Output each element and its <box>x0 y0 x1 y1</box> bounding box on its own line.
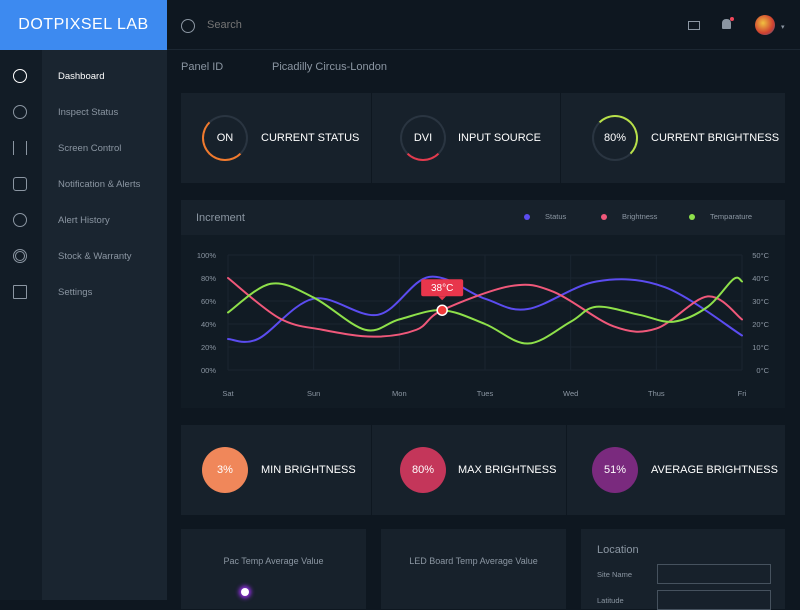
gauge-icon[interactable] <box>13 69 27 83</box>
brand-logo: DOTPIXSEL LAB <box>0 0 167 50</box>
x-tick-label: Mon <box>392 389 407 398</box>
max-brightness-label: MAX BRIGHTNESS <box>458 464 557 476</box>
tooltip-box <box>421 279 464 297</box>
tooltip-arrow <box>438 296 447 301</box>
location-card: Location Site Name Latitude <box>581 529 785 610</box>
search-input[interactable] <box>207 19 407 31</box>
notification-icon[interactable] <box>13 177 27 191</box>
mail-icon[interactable] <box>688 21 700 30</box>
y-tick-label: 80% <box>201 274 216 283</box>
legend-label: Temparature <box>710 212 753 221</box>
settings-icon[interactable] <box>13 285 27 299</box>
sidebar-item-screen-control[interactable]: Screen Control <box>58 143 122 154</box>
y-tick-label: 00% <box>201 366 216 375</box>
brightness-ring: 80% <box>592 115 638 161</box>
x-tick-label: Thus <box>648 389 665 398</box>
y-tick-label: 40% <box>201 320 216 329</box>
tooltip-text: 38°C <box>431 283 453 294</box>
x-tick-label: Fri <box>738 389 747 398</box>
pac-temp-card: Pac Temp Average Value <box>181 529 366 609</box>
history-icon[interactable] <box>13 213 27 227</box>
line-chart: Sat Sun Mon Tues Wed Thus Fri 100% 50°C 80% 40°C 60… <box>197 251 770 398</box>
y2-tick-label: 0°C <box>756 366 769 375</box>
series-line-temparature <box>227 276 743 345</box>
highlight-point <box>436 304 448 316</box>
chart-card: Increment Status Brightness Temparature Sa… <box>181 200 785 408</box>
min-brightness-dot: 3% <box>202 447 248 493</box>
panel-id-label: Panel ID <box>181 61 224 73</box>
legend-dot <box>601 213 607 220</box>
y2-tick-label: 10°C <box>752 343 769 352</box>
x-tick-label: Sun <box>307 389 320 398</box>
input-source-ring: DVI <box>400 115 446 161</box>
avatar[interactable] <box>755 15 775 35</box>
y2-tick-label: 50°C <box>752 251 769 260</box>
sidebar-item-stock-warranty[interactable]: Stock & Warranty <box>58 251 132 262</box>
legend-label: Status <box>545 212 567 221</box>
input-source-label: INPUT SOURCE <box>458 132 541 144</box>
legend-item[interactable]: Temparature <box>689 212 752 221</box>
chevron-down-icon[interactable]: ▾ <box>781 24 785 31</box>
avg-brightness-dot: 51% <box>592 447 638 493</box>
panel-id-value: Picadilly Circus-London <box>272 61 387 73</box>
status-label: CURRENT STATUS <box>261 132 360 144</box>
bell-icon[interactable] <box>722 17 734 29</box>
sidebar-item-alert-history[interactable]: Alert History <box>58 215 110 226</box>
legend-item[interactable]: Brightness <box>601 212 657 221</box>
legend-dot <box>689 213 695 220</box>
y-tick-label: 60% <box>201 297 216 306</box>
y2-tick-label: 30°C <box>752 297 769 306</box>
target-icon[interactable] <box>13 249 27 263</box>
pac-temp-title: Pac Temp Average Value <box>223 556 324 566</box>
legend-label: Brightness <box>622 212 658 221</box>
x-tick-label: Wed <box>563 389 578 398</box>
brightness-stats: 3% MIN BRIGHTNESS 80% MAX BRIGHTNESS 51%… <box>181 425 785 515</box>
top-bar: ▾ <box>167 0 800 50</box>
avg-brightness-label: AVERAGE BRIGHTNESS <box>651 464 778 476</box>
status-cards: ON CURRENT STATUS DVI INPUT SOURCE 80% C… <box>181 93 785 183</box>
legend-dot <box>524 213 530 220</box>
y2-tick-label: 40°C <box>752 274 769 283</box>
status-ring: ON <box>202 115 248 161</box>
gauge-marker <box>241 588 249 596</box>
led-temp-card: LED Board Temp Average Value <box>381 529 566 609</box>
x-tick-label: Tues <box>477 389 494 398</box>
x-tick-label: Sat <box>222 389 234 398</box>
sliders-icon[interactable] <box>13 141 27 155</box>
location-title: Location <box>597 544 639 556</box>
search-icon <box>181 19 195 33</box>
latitude-label: Latitude <box>597 596 624 605</box>
brightness-label: CURRENT BRIGHTNESS <box>651 132 780 144</box>
site-name-input[interactable] <box>657 564 771 584</box>
icon-column <box>0 50 42 600</box>
sidebar-item-dashboard[interactable]: Dashboard <box>58 71 105 82</box>
legend-item[interactable]: Status <box>524 212 566 221</box>
chart-title: Increment <box>196 212 245 224</box>
min-brightness-label: MIN BRIGHTNESS <box>261 464 356 476</box>
max-brightness-dot: 80% <box>400 447 446 493</box>
y-tick-label: 100% <box>197 251 217 260</box>
sidebar-item-notifications[interactable]: Notification & Alerts <box>58 179 141 190</box>
y2-tick-label: 20°C <box>752 320 769 329</box>
y-tick-label: 20% <box>201 343 216 352</box>
sidebar-item-inspect-status[interactable]: Inspect Status <box>58 107 119 118</box>
site-name-label: Site Name <box>597 570 633 579</box>
alert-icon[interactable] <box>13 105 27 119</box>
latitude-input[interactable] <box>657 590 771 610</box>
led-temp-title: LED Board Temp Average Value <box>409 556 538 566</box>
series-line-brightness <box>227 277 743 338</box>
sidebar-nav: Dashboard Inspect Status Screen Control … <box>42 50 167 600</box>
sidebar-item-settings[interactable]: Settings <box>58 287 93 298</box>
